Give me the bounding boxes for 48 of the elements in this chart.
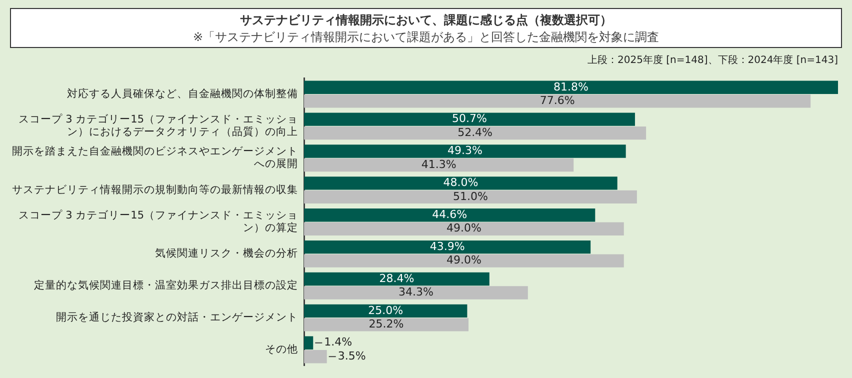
bar: [304, 240, 591, 254]
data-label: 50.7%: [452, 112, 487, 126]
chart-title: サステナビリティ情報開示において、課題に感じる点（複数選択可）: [239, 12, 613, 29]
bar: [304, 350, 327, 364]
data-label: 44.6%: [432, 208, 468, 221]
bar: [304, 318, 469, 332]
data-label: 52.4%: [458, 126, 493, 139]
y-tick-label: 定量的な気候関連目標・温室効果ガス排出目標の設定: [34, 278, 298, 292]
y-tick-label: 対応する人員確保など、自金融機関の体制整備: [67, 87, 298, 100]
data-label: 49.0%: [446, 222, 482, 235]
bar: [304, 304, 468, 318]
y-tick-label: サステナビリティ情報開示の規制動向等の最新情報の収集: [12, 182, 298, 196]
data-label: 77.6%: [540, 94, 575, 107]
data-label: 43.9%: [430, 240, 465, 253]
data-label: 49.0%: [446, 254, 482, 267]
data-label: 51.0%: [452, 190, 488, 203]
bar: [304, 158, 574, 172]
text: 上段：2025年度 [n=148]、下段：2024年度 [n=143]: [588, 54, 838, 67]
y-tick-label: スコープ 3 カテゴリー15（ファイナンスド・エミッション）におけるデータクオリティ（品質）の向上: [18, 112, 298, 138]
y-tick-label: 開示を踏まえた自金融機関のビジネスやエンゲージメントへの展開: [12, 144, 298, 170]
bar: [304, 94, 811, 108]
data-label: 25.0%: [368, 304, 404, 317]
bar: [304, 336, 314, 350]
bar: [304, 126, 646, 140]
data-label: 3.5%: [338, 349, 366, 362]
data-label: 1.4%: [324, 336, 352, 349]
data-label: 41.3%: [421, 158, 456, 171]
data-label: 28.4%: [379, 272, 414, 285]
bar: [304, 112, 635, 126]
bar: [304, 286, 528, 300]
chart-subtitle: ※「サステナビリティ情報開示において課題がある」と回答した金融機関を対象に調査: [192, 29, 660, 46]
data-label: 81.8%: [554, 80, 588, 94]
y-tick-label: 気候関連リスク・機会の分析: [155, 246, 298, 260]
data-label: 25.2%: [368, 318, 404, 331]
bar: [304, 272, 490, 286]
data-label: 49.3%: [447, 144, 482, 158]
bar: [304, 80, 838, 94]
bar: [304, 144, 626, 158]
bar: [304, 208, 596, 222]
bar: [304, 190, 637, 204]
bar: [304, 254, 624, 268]
y-tick-label: その他: [265, 343, 298, 356]
data-label: 34.3%: [398, 286, 434, 299]
y-tick-label: 開示を通じた投資家との対話・エンゲージメント: [56, 310, 298, 324]
bar: [304, 222, 624, 236]
bar: [304, 176, 618, 190]
y-tick-label: スコープ 3 カテゴリー15（ファイナンスド・エミッション）の算定: [18, 208, 298, 234]
data-label: 48.0%: [443, 176, 478, 190]
